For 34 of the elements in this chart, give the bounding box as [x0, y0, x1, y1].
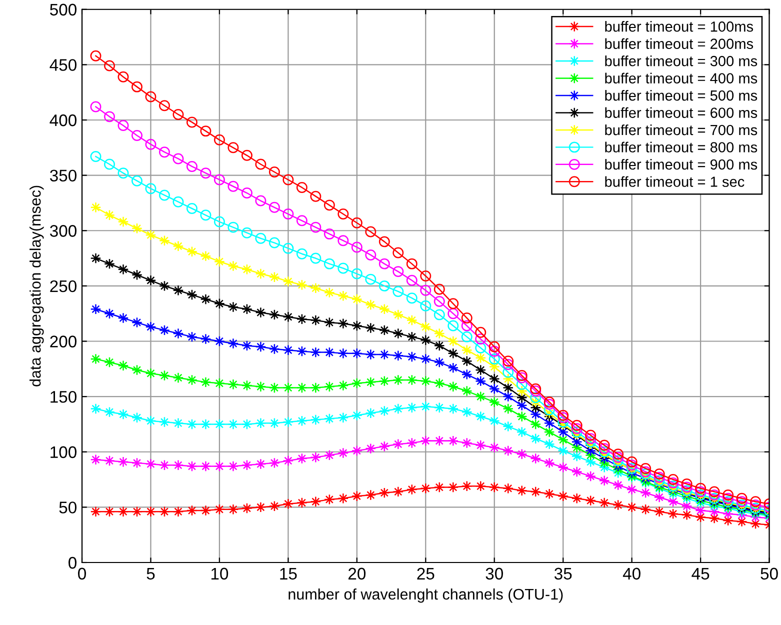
x-tick-label: 5	[146, 568, 155, 580]
x-tick-label: 40	[622, 568, 640, 580]
x-tick-label: 45	[692, 568, 710, 580]
y-tick-label: 50	[59, 502, 76, 514]
y-tick-label: 100	[50, 446, 76, 458]
y-tick-label: 150	[50, 390, 76, 403]
legend-label: buffer timeout = 700 ms	[605, 124, 758, 136]
x-tick-label: 15	[280, 568, 297, 580]
y-tick-label: 200	[50, 336, 76, 348]
legend-label: buffer timeout = 200ms	[605, 38, 754, 49]
legend-label: buffer timeout = 300 ms	[605, 56, 758, 66]
x-tick-label: 50	[760, 568, 778, 580]
x-tick-label: 20	[348, 568, 366, 580]
x-tick-label: 10	[211, 568, 228, 580]
legend-label: buffer timeout = 100ms	[605, 21, 754, 32]
y-tick-label: 300	[50, 225, 76, 237]
y-tick-label: 350	[50, 170, 76, 182]
legend-label: buffer timeout = 800 ms	[605, 142, 758, 152]
x-tick-label: 30	[486, 568, 503, 580]
y-tick-label: 0	[68, 556, 76, 569]
x-axis-title: number of wavelenght channels (OTU-1)	[288, 588, 563, 603]
y-tick-label: 450	[50, 59, 76, 71]
legend-label: buffer timeout = 600 ms	[605, 107, 758, 118]
legend-label: buffer timeout = 900 ms	[605, 158, 758, 170]
x-tick-label: 25	[417, 568, 434, 580]
y-tick-label: 400	[50, 114, 76, 126]
legend-label: buffer timeout = 1 sec	[605, 176, 744, 187]
y-tick-label: 500	[50, 4, 76, 16]
legend-label: buffer timeout = 500 ms	[605, 90, 758, 101]
legend-label: buffer timeout = 400 ms	[605, 72, 758, 84]
x-tick-label: 0	[78, 568, 86, 580]
y-tick-label: 250	[50, 280, 76, 292]
x-tick-label: 35	[554, 568, 572, 580]
y-axis-title: data aggregation delay(msec)	[30, 186, 44, 386]
